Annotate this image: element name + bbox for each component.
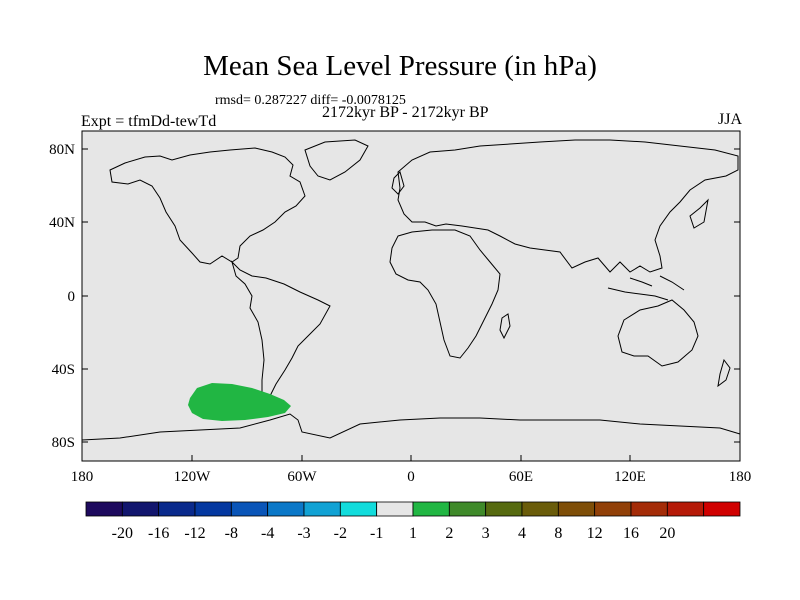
colorbar-box bbox=[85, 501, 123, 517]
coastline-north-america bbox=[109, 147, 306, 265]
lon-label-60e: 60E bbox=[509, 469, 533, 485]
lon-label-0: 0 bbox=[407, 469, 415, 485]
lat-label-80s: 80S bbox=[52, 435, 75, 451]
season-label: JJA bbox=[717, 111, 742, 128]
colorbar-label: 3 bbox=[482, 525, 490, 542]
colorbar-box bbox=[267, 501, 305, 517]
colorbar-box bbox=[230, 501, 269, 517]
colorbar-label: 1 bbox=[409, 525, 417, 542]
lon-label-120e: 120E bbox=[614, 469, 646, 485]
colorbar bbox=[85, 501, 741, 517]
lat-label-40n: 40N bbox=[49, 215, 75, 231]
colorbar-label: 2 bbox=[445, 525, 453, 542]
lat-label-40s: 40S bbox=[52, 362, 75, 378]
colorbar-label: -12 bbox=[184, 525, 205, 542]
coastline-africa bbox=[389, 229, 501, 359]
colorbar-label: 20 bbox=[659, 525, 675, 542]
experiment-label: Expt = tfmDd-tewTd bbox=[81, 113, 217, 130]
coastlines bbox=[81, 139, 741, 441]
coastline-greenland bbox=[304, 139, 369, 181]
colorbar-box bbox=[485, 501, 523, 517]
colorbar-label: -16 bbox=[148, 525, 169, 542]
colorbar-box bbox=[121, 501, 160, 517]
rmsd-diff-stats: rmsd= 0.287227 diff= -0.0078125 bbox=[215, 93, 406, 108]
lon-label-180w: 180 bbox=[71, 469, 94, 485]
coastline-antarctica bbox=[81, 413, 741, 441]
coastline-madagascar bbox=[499, 313, 511, 340]
coastline-new-zealand bbox=[717, 358, 731, 388]
coastline-indonesia bbox=[607, 275, 685, 301]
colorbar-box bbox=[376, 501, 414, 517]
lon-label-120w: 120W bbox=[174, 469, 212, 485]
colorbar-label: -2 bbox=[334, 525, 347, 542]
colorbar-box bbox=[703, 501, 741, 517]
colorbar-box bbox=[666, 501, 705, 517]
lon-label-60w: 60W bbox=[287, 469, 317, 485]
coastline-japan bbox=[689, 198, 709, 229]
colorbar-box bbox=[158, 501, 196, 517]
coastline-south-america bbox=[230, 260, 331, 408]
colorbar-box bbox=[594, 501, 632, 517]
colorbar-label: 8 bbox=[554, 525, 562, 542]
colorbar-labels: -20 -16 -12 -8 -4 -3 -2 -1 1 2 3 4 8 12 16 20 bbox=[112, 525, 676, 542]
map-ocean-background bbox=[82, 131, 740, 461]
colorbar-label: -8 bbox=[225, 525, 238, 542]
lat-label-80n: 80N bbox=[49, 142, 75, 158]
lon-label-180e: 180 bbox=[729, 469, 752, 485]
colorbar-box bbox=[630, 501, 668, 517]
colorbar-label: 12 bbox=[587, 525, 603, 542]
coastline-british-isles bbox=[391, 171, 405, 195]
colorbar-box bbox=[303, 501, 341, 517]
colorbar-box bbox=[412, 501, 450, 517]
colorbar-label: 16 bbox=[623, 525, 639, 542]
time-period-subtitle: 2172kyr BP - 2172kyr BP bbox=[322, 104, 489, 121]
plot-title: Mean Sea Level Pressure (in hPa) bbox=[203, 50, 597, 82]
colorbar-label: -20 bbox=[112, 525, 133, 542]
lat-label-0: 0 bbox=[68, 289, 76, 305]
coastline-australia bbox=[617, 299, 699, 367]
colorbar-box bbox=[339, 501, 378, 517]
colorbar-label: -1 bbox=[370, 525, 383, 542]
colorbar-label: 4 bbox=[518, 525, 526, 542]
colorbar-label: -3 bbox=[297, 525, 310, 542]
colorbar-box bbox=[448, 501, 487, 517]
anomaly-region-southeast-pacific bbox=[188, 383, 291, 421]
colorbar-box bbox=[557, 501, 596, 517]
coastline-eurasia bbox=[397, 139, 739, 273]
colorbar-label: -4 bbox=[261, 525, 274, 542]
colorbar-box bbox=[194, 501, 232, 517]
colorbar-box bbox=[521, 501, 559, 517]
